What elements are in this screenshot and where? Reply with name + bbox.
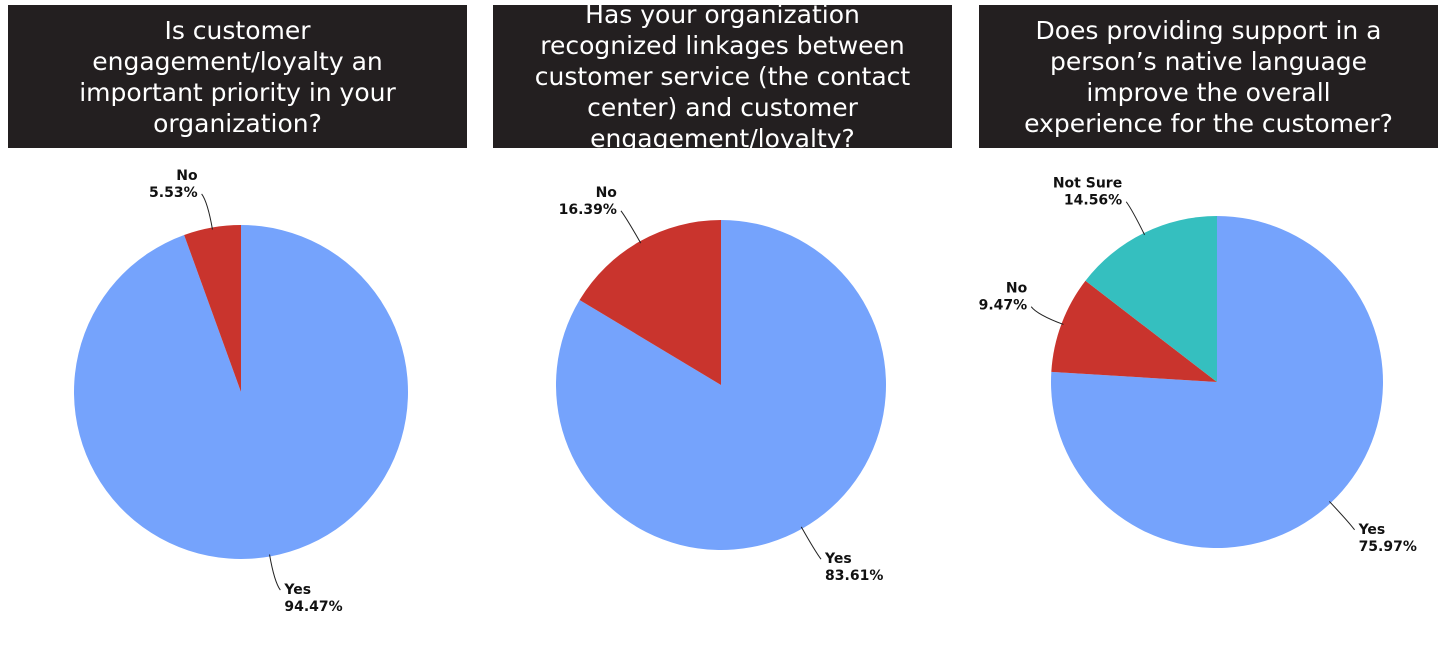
slice-label: Yes bbox=[824, 551, 852, 567]
leader-line bbox=[1030, 306, 1064, 325]
slice-label: Yes bbox=[1358, 522, 1386, 538]
slice-value: 5.53% bbox=[149, 185, 198, 201]
slice-label: Yes bbox=[283, 582, 311, 598]
chart-title: Does providing support in a person’s nat… bbox=[979, 5, 1438, 148]
slice-value: 83.61% bbox=[825, 568, 883, 584]
slice-label: No bbox=[596, 185, 618, 201]
pie-slice bbox=[1051, 280, 1217, 382]
leader-line bbox=[620, 210, 642, 244]
pie-slice bbox=[556, 220, 887, 550]
leader-line bbox=[269, 554, 281, 591]
leader-line bbox=[1125, 201, 1146, 236]
pie-slice bbox=[74, 225, 409, 559]
chart-title: Has your organization recognized linkage… bbox=[493, 0, 952, 153]
slice-value: 75.97% bbox=[1359, 539, 1417, 555]
slice-value: 94.47% bbox=[284, 599, 342, 615]
slice-value: 14.56% bbox=[1064, 193, 1122, 209]
chart-title: Is customer engagement/loyalty an import… bbox=[8, 5, 467, 148]
leader-line bbox=[1329, 501, 1355, 531]
slice-value: 16.39% bbox=[559, 202, 617, 218]
slice-label: No bbox=[176, 168, 198, 184]
slice-label: No bbox=[1006, 281, 1028, 297]
slice-value: 9.47% bbox=[979, 298, 1028, 314]
pie-slice bbox=[1085, 216, 1217, 382]
slice-label: Not Sure bbox=[1053, 176, 1122, 192]
leader-line bbox=[800, 526, 822, 560]
pie-slice bbox=[579, 220, 721, 385]
pie-slice bbox=[184, 225, 241, 392]
leader-line bbox=[201, 193, 213, 230]
